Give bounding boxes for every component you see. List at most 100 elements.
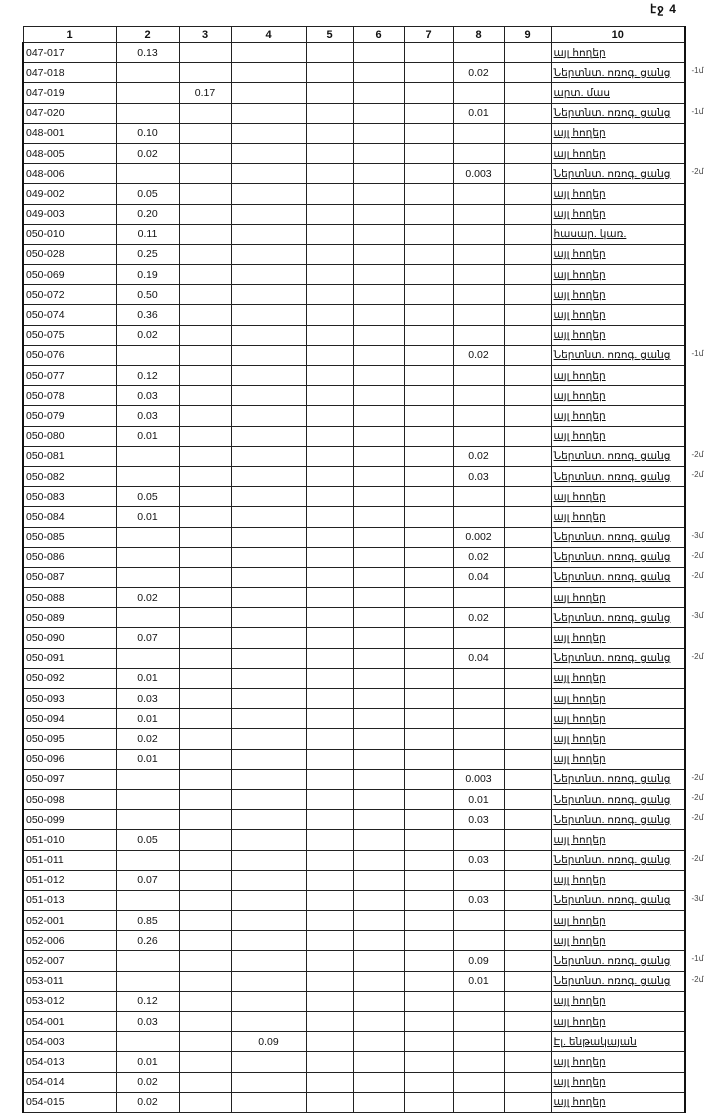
cell-text: 0.03 <box>468 894 489 907</box>
area-cell-col5 <box>305 1071 354 1093</box>
area-cell-col4 <box>230 768 307 790</box>
area-cell-col7 <box>403 647 454 669</box>
area-cell-col4 <box>230 364 307 387</box>
land-type-cell: այլ հողեր <box>550 243 686 266</box>
area-cell-col9 <box>503 566 552 589</box>
parcel-id-cell: 051-011 <box>22 849 117 871</box>
parcel-id-cell: 050-092 <box>22 667 117 690</box>
parcel-id-cell: 048-001 <box>22 122 117 144</box>
area-cell-col2 <box>115 809 180 831</box>
table-row: 050-010 0.11 հասար. կառ. <box>22 223 686 245</box>
cell-text: 048-005 <box>26 147 65 160</box>
area-cell-col3 <box>178 163 232 185</box>
table-row: 050-086 0.02 Ներտնտ. ոռոգ. ցանց -2մ <box>22 546 704 568</box>
land-type-cell: այլ հողեր <box>550 1051 686 1073</box>
cell-text: այլ հողեր <box>553 753 606 766</box>
area-cell-col3 <box>178 203 232 225</box>
area-cell-col5 <box>305 990 354 1013</box>
table-row: 053-012 0.12 այլ հողեր <box>22 990 686 1013</box>
area-cell-col3 <box>178 587 232 609</box>
area-cell-col3 <box>178 566 232 589</box>
table-row: 050-081 0.02 Ներտնտ. ոռոգ. ցանց -2մ <box>22 445 704 467</box>
area-cell-col6 <box>352 748 405 770</box>
area-cell-col8: 0.09 <box>452 950 505 972</box>
area-cell-col7 <box>403 82 454 104</box>
area-cell-col9 <box>503 728 552 750</box>
table-row: 050-097 0.003 Ներտնտ. ոռոգ. ցանց -2մ <box>22 768 704 790</box>
land-type-cell: այլ հողեր <box>550 506 686 528</box>
land-type-cell: այլ հողեր <box>550 869 686 891</box>
cell-text: այլ հողեր <box>553 288 606 301</box>
area-cell-col4 <box>230 788 307 811</box>
cell-text: այլ հողեր <box>553 208 606 221</box>
area-cell-col9 <box>503 950 552 972</box>
table-row: 050-069 0.19 այլ հողեր <box>22 264 686 286</box>
parcel-id-cell: 050-089 <box>22 607 117 629</box>
area-cell-col7 <box>403 889 454 912</box>
area-cell-col2 <box>115 647 180 669</box>
area-cell-col3 <box>178 264 232 286</box>
land-type-cell: այլ հողեր <box>550 1071 686 1093</box>
area-cell-col6 <box>352 445 405 467</box>
area-cell-col4 <box>230 203 307 225</box>
area-cell-col8: 0.02 <box>452 445 505 467</box>
parcel-id-cell: 050-076 <box>22 344 117 367</box>
area-cell-col5 <box>305 82 354 104</box>
cell-text: 049-003 <box>26 208 65 221</box>
area-cell-col9 <box>503 708 552 730</box>
land-type-cell: այլ հողեր <box>550 405 686 427</box>
cell-text: 0.17 <box>194 86 216 99</box>
area-cell-col2 <box>115 445 180 467</box>
area-cell-col6 <box>352 344 405 367</box>
area-cell-col9 <box>503 41 552 64</box>
cell-text: Ներտնտ. ոռոգ. ցանց <box>553 551 671 564</box>
area-cell-col9 <box>503 425 552 447</box>
parcel-id-cell: 047-018 <box>22 62 117 84</box>
margin-note: -2մ <box>691 813 704 823</box>
area-cell-col6 <box>352 486 405 508</box>
table-row: 047-017 0.13 այլ հողեր <box>22 41 686 64</box>
table-row: 052-007 0.09 Ներտնտ. ոռոգ. ցանց -1մ <box>22 950 704 972</box>
table-row: 050-075 0.02 այլ հողեր <box>22 324 686 346</box>
area-cell-col2 <box>115 566 180 589</box>
table-row: 053-011 0.01 Ներտնտ. ոռոգ. ցանց -2մ <box>22 970 704 992</box>
area-cell-col2 <box>115 82 180 104</box>
cell-text: 0.01 <box>468 975 489 988</box>
area-cell-col6 <box>352 82 405 104</box>
cell-text: 050-099 <box>26 813 65 826</box>
area-cell-col7 <box>403 607 454 629</box>
area-cell-col2: 0.01 <box>115 1051 180 1073</box>
parcel-id-cell: 050-093 <box>22 687 117 710</box>
parcel-id-cell: 050-028 <box>22 243 117 266</box>
area-cell-col6 <box>352 950 405 972</box>
area-cell-col8 <box>452 930 505 952</box>
cell-text: այլ հողեր <box>553 632 606 645</box>
area-cell-col7 <box>403 809 454 831</box>
area-cell-col6 <box>352 546 405 568</box>
area-cell-col8 <box>452 687 505 710</box>
area-cell-col7 <box>403 869 454 891</box>
area-cell-col3 <box>178 687 232 710</box>
land-type-cell: Ներտնտ. ոռոգ. ցանց -2մ <box>550 788 704 811</box>
area-cell-col6 <box>352 849 405 871</box>
cell-text: այլ հողեր <box>553 369 606 382</box>
area-cell-col8: 0.003 <box>452 768 505 790</box>
table-row: 050-092 0.01 այլ հողեր <box>22 667 686 690</box>
area-cell-col6 <box>352 405 405 427</box>
parcel-id-cell: 054-001 <box>22 1010 117 1033</box>
table-row: 050-080 0.01 այլ հողեր <box>22 425 686 447</box>
cell-text: Ներտնտ. ոռոգ. ցանց <box>553 571 671 584</box>
area-cell-col3 <box>178 304 232 326</box>
area-cell-col9 <box>503 1071 552 1093</box>
area-cell-col4 <box>230 869 307 891</box>
area-cell-col4 <box>230 607 307 629</box>
area-cell-col5 <box>305 445 354 467</box>
cell-text: 0.01 <box>137 430 158 443</box>
cell-text: 0.02 <box>468 349 489 362</box>
area-cell-col8 <box>452 203 505 225</box>
parcel-id-cell: 053-012 <box>22 990 117 1013</box>
area-cell-col7 <box>403 687 454 710</box>
cell-text: 054-014 <box>26 1076 65 1089</box>
area-cell-col7 <box>403 1071 454 1093</box>
area-cell-col3 <box>178 62 232 84</box>
